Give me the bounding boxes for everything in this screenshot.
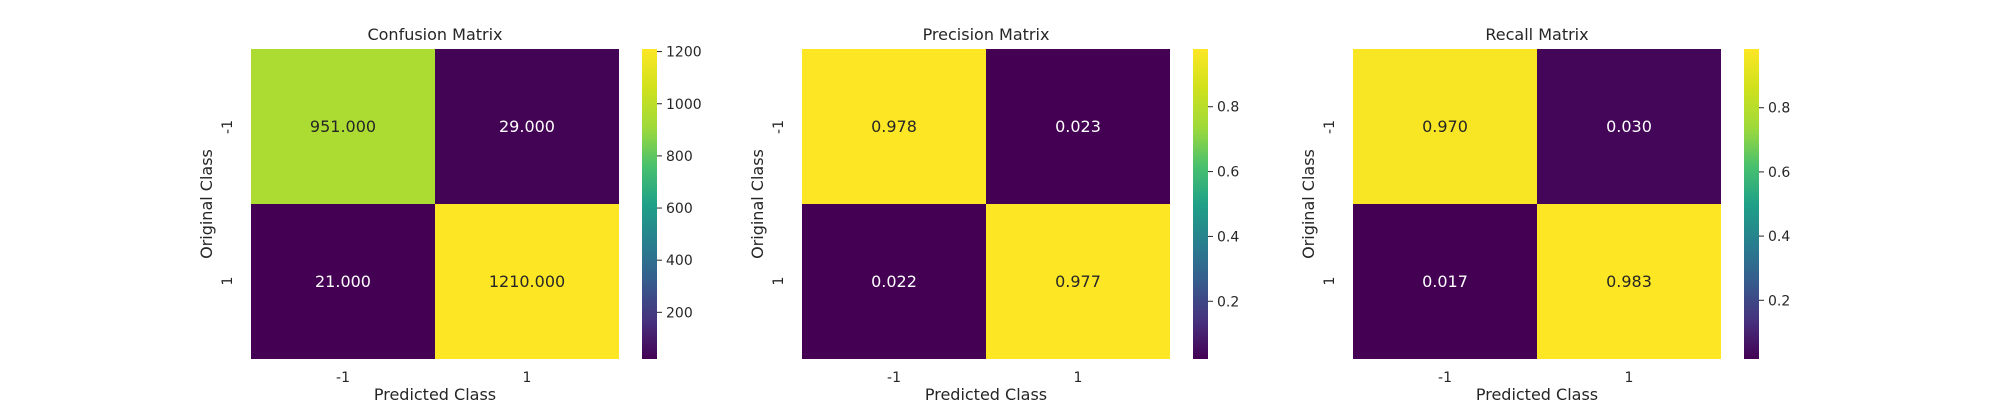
colorbar-tick-label: 0.8 <box>1768 101 1790 117</box>
colorbar <box>1744 49 1759 359</box>
heatmap-cell <box>435 204 619 359</box>
y-axis-label: Original Class <box>748 149 767 259</box>
heatmap-panel-2: Precision Matrix Predicted Class Origina… <box>748 25 1239 400</box>
x-axis-label: Predicted Class <box>925 385 1047 400</box>
x-tick-label: 1 <box>1074 370 1083 386</box>
colorbar-tick-label: 0.8 <box>1217 100 1239 116</box>
chart-title: Recall Matrix <box>1485 25 1588 44</box>
colorbar-ticks: 0.2 0.4 0.6 0.8 <box>1208 100 1239 310</box>
y-tick-label: 1 <box>1322 277 1338 286</box>
colorbar-tick-label: 0.2 <box>1768 293 1790 309</box>
chart-title: Confusion Matrix <box>367 25 502 44</box>
colorbar-tick-label: 1200 <box>666 45 702 61</box>
heatmap-cell <box>986 49 1170 204</box>
x-tick-label: -1 <box>336 370 350 386</box>
x-tick-label: 1 <box>1625 370 1634 386</box>
x-axis-label: Predicted Class <box>1476 385 1598 400</box>
cell-value-label: 0.978 <box>871 117 917 136</box>
colorbar <box>642 49 657 359</box>
heatmap-cell <box>986 204 1170 359</box>
heatmap-cell <box>251 204 435 359</box>
colorbar-tick-label: 0.6 <box>1768 165 1790 181</box>
heatmap-cell <box>435 49 619 204</box>
colorbar-tick-label: 0.4 <box>1768 229 1790 245</box>
colorbar-tick-label: 200 <box>666 305 693 321</box>
heatmap-cell <box>802 204 986 359</box>
y-tick-label: 1 <box>771 277 787 286</box>
cell-value-label: 951.000 <box>310 117 376 136</box>
y-tick-label: -1 <box>220 120 236 134</box>
cell-value-label: 0.030 <box>1606 117 1652 136</box>
colorbar-tick-label: 400 <box>666 253 693 269</box>
cell-value-label: 0.983 <box>1606 272 1652 291</box>
heatmap-cell <box>1353 204 1537 359</box>
chart-title: Precision Matrix <box>923 25 1050 44</box>
colorbar-ticks: 0.2 0.4 0.6 0.8 <box>1759 101 1790 309</box>
heatmap-cell <box>1537 49 1721 204</box>
colorbar-ticks: 200 400 600 800 1000 1200 <box>657 45 702 321</box>
y-tick-label: 1 <box>220 277 236 286</box>
x-axis-label: Predicted Class <box>374 385 496 400</box>
heatmap-panel-1: Confusion Matrix Predicted Class Origina… <box>197 25 702 400</box>
cell-value-label: 29.000 <box>499 117 555 136</box>
heatmap-cell <box>802 49 986 204</box>
y-tick-label: -1 <box>771 120 787 134</box>
x-tick-label: -1 <box>887 370 901 386</box>
x-tick-label: 1 <box>523 370 532 386</box>
heatmap-cell <box>1353 49 1537 204</box>
cell-value-label: 0.017 <box>1422 272 1468 291</box>
colorbar-tick-label: 600 <box>666 201 693 217</box>
y-axis-label: Original Class <box>197 149 216 259</box>
colorbar-tick-label: 0.2 <box>1217 294 1239 310</box>
colorbar-tick-label: 1000 <box>666 97 702 113</box>
colorbar-tick-label: 0.4 <box>1217 229 1239 245</box>
cell-value-label: 1210.000 <box>489 272 565 291</box>
cell-value-label: 0.970 <box>1422 117 1468 136</box>
colorbar-tick-label: 800 <box>666 149 693 165</box>
cell-value-label: 0.977 <box>1055 272 1101 291</box>
heatmap-panel-3: Recall Matrix Predicted Class Original C… <box>1299 25 1790 400</box>
y-tick-label: -1 <box>1322 120 1338 134</box>
x-tick-label: -1 <box>1438 370 1452 386</box>
colorbar-tick-label: 0.6 <box>1217 165 1239 181</box>
heatmap-cell <box>1537 204 1721 359</box>
cell-value-label: 0.023 <box>1055 117 1101 136</box>
cell-value-label: 21.000 <box>315 272 371 291</box>
colorbar <box>1193 49 1208 359</box>
cell-value-label: 0.022 <box>871 272 917 291</box>
heatmap-cell <box>251 49 435 204</box>
y-axis-label: Original Class <box>1299 149 1318 259</box>
